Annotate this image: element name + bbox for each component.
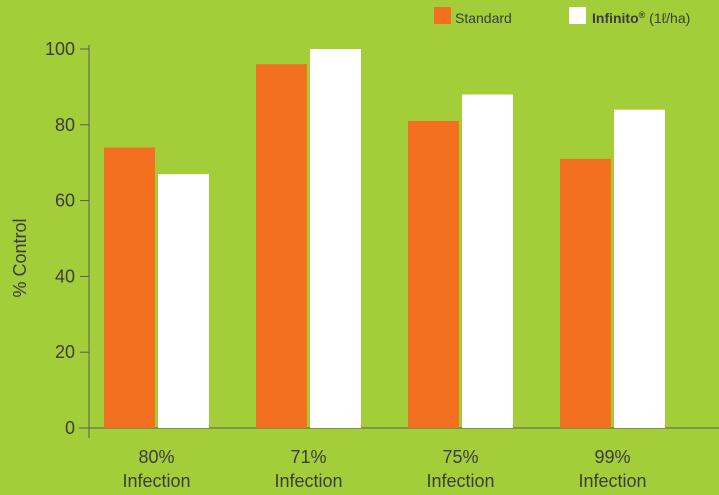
x-category-label-line: Infection bbox=[426, 471, 494, 491]
y-tick-label: 100 bbox=[45, 39, 75, 59]
x-category-label: 71% Infection bbox=[274, 447, 342, 491]
y-axis-title: % Control bbox=[10, 218, 30, 297]
bar-standard bbox=[408, 121, 459, 428]
x-category-label: 80% Infection bbox=[122, 447, 190, 491]
x-category-label-line: 80% bbox=[138, 447, 174, 467]
bar-standard bbox=[560, 158, 611, 428]
x-category-label: 75% Infection bbox=[426, 447, 494, 491]
x-category-label: 99% Infection bbox=[578, 447, 646, 491]
bar-infinito bbox=[310, 49, 361, 428]
y-axis-ticks: 0 20 40 60 80 100 bbox=[45, 39, 89, 438]
legend-label-standard: Standard bbox=[455, 10, 512, 26]
x-category-label-line: Infection bbox=[578, 471, 646, 491]
legend-infinito-brand: Infinito bbox=[592, 10, 639, 26]
x-category-label-line: Infection bbox=[122, 471, 190, 491]
legend-swatch-infinito bbox=[569, 7, 586, 24]
bar-infinito bbox=[462, 94, 513, 428]
legend: Standard Infinito® (1ℓ/ha) bbox=[434, 7, 690, 26]
x-axis-labels: 80% Infection 71% Infection 75% Infection 99% I… bbox=[122, 447, 646, 491]
bar-standard bbox=[104, 147, 155, 429]
x-category-label-line: 99% bbox=[594, 447, 630, 467]
x-category-label-line: Infection bbox=[274, 471, 342, 491]
legend-label-infinito: Infinito® (1ℓ/ha) bbox=[592, 10, 690, 26]
x-category-label-line: 75% bbox=[442, 447, 478, 467]
legend-infinito-reg: ® bbox=[639, 10, 646, 20]
bar-infinito bbox=[158, 174, 209, 428]
y-tick-label: 0 bbox=[65, 418, 75, 438]
legend-infinito-rate: (1ℓ/ha) bbox=[645, 10, 690, 26]
bars bbox=[104, 49, 665, 429]
y-tick-label: 80 bbox=[55, 115, 75, 135]
bar-infinito bbox=[614, 109, 665, 428]
y-tick-label: 60 bbox=[55, 191, 75, 211]
bar-standard bbox=[256, 64, 307, 428]
legend-swatch-standard bbox=[434, 7, 451, 24]
x-category-label-line: 71% bbox=[290, 447, 326, 467]
y-tick-label: 20 bbox=[55, 342, 75, 362]
y-tick-label: 40 bbox=[55, 266, 75, 286]
